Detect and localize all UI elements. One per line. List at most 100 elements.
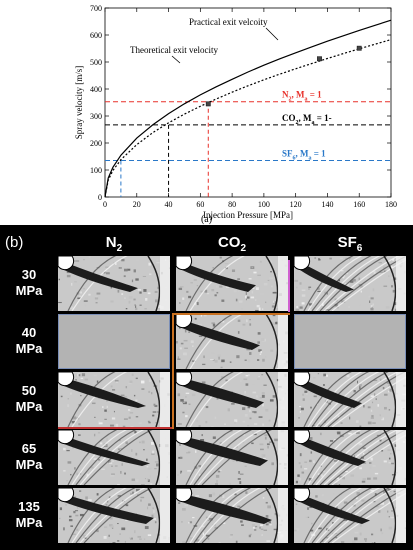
y-axis-label: Spray velocity [m/s] xyxy=(74,66,84,140)
speckle xyxy=(238,290,240,292)
speckle xyxy=(212,267,214,269)
speckle xyxy=(220,376,224,379)
speckle xyxy=(125,386,128,389)
speckle xyxy=(76,506,79,509)
speckle xyxy=(214,294,217,297)
speckle xyxy=(233,289,237,293)
speckle xyxy=(251,267,253,269)
column-header-co2: CO2 xyxy=(217,234,247,254)
speckle xyxy=(136,258,140,261)
shock-wave xyxy=(323,372,399,427)
speckle xyxy=(263,283,268,286)
speckle xyxy=(219,256,222,259)
speckle xyxy=(387,267,389,270)
speckle xyxy=(271,322,276,325)
speckle xyxy=(320,474,324,477)
speckle xyxy=(319,256,324,259)
shock-wave xyxy=(79,430,145,485)
speckle xyxy=(125,519,130,521)
speckle xyxy=(237,278,241,281)
speckle xyxy=(386,382,391,384)
speckle xyxy=(128,409,131,411)
speckle xyxy=(139,291,142,294)
speckle xyxy=(352,433,356,435)
speckle xyxy=(320,460,323,464)
speckle xyxy=(211,426,214,427)
speckle xyxy=(78,423,81,426)
row-label-40-mpa: 40 MPa xyxy=(15,325,43,356)
empty-image-cell xyxy=(294,314,406,369)
speckle xyxy=(156,259,159,262)
speckle xyxy=(140,380,145,384)
speckle xyxy=(184,504,188,507)
speckle xyxy=(363,538,368,541)
measured-point xyxy=(205,101,211,107)
shock-wave xyxy=(307,430,362,485)
speckle xyxy=(258,416,263,418)
speckle xyxy=(148,376,151,378)
speckle xyxy=(325,274,328,277)
speckle xyxy=(83,534,87,537)
speckle xyxy=(182,401,186,404)
speckle xyxy=(73,510,76,514)
speckle xyxy=(114,379,119,382)
sf6-transition-marker xyxy=(288,260,290,312)
speckle xyxy=(130,426,134,427)
speckle xyxy=(221,320,225,323)
speckle xyxy=(381,532,384,535)
speckle xyxy=(390,276,394,280)
speckle xyxy=(214,416,217,419)
row-label-135-mpa: 135 MPa xyxy=(15,499,43,530)
speckle xyxy=(271,305,276,308)
shock-wave xyxy=(303,256,354,311)
speckle xyxy=(109,462,113,464)
speckle xyxy=(211,271,213,274)
speckle xyxy=(237,505,241,508)
speckle xyxy=(373,271,376,274)
speckle xyxy=(106,399,108,402)
speckle xyxy=(235,298,238,302)
speckle xyxy=(76,528,79,531)
speckle xyxy=(304,468,308,470)
speckle xyxy=(317,540,320,543)
shock-wave xyxy=(315,488,381,543)
speckle xyxy=(80,291,82,294)
speckle xyxy=(151,514,154,518)
speckle xyxy=(359,304,361,307)
speckle xyxy=(60,395,63,398)
speckle xyxy=(154,461,159,463)
speckle xyxy=(221,359,225,363)
speckle xyxy=(183,339,188,342)
speckle xyxy=(155,299,159,303)
speckle xyxy=(348,432,352,435)
speckle xyxy=(112,389,116,391)
speckle xyxy=(388,457,391,460)
sound-speed-label: N2, Ma = 1 xyxy=(282,90,322,103)
speckle xyxy=(390,453,392,455)
speckle xyxy=(361,499,365,502)
speckle xyxy=(202,363,206,366)
shock-wave xyxy=(323,488,397,543)
speckle xyxy=(255,375,260,378)
speckle xyxy=(149,273,152,276)
speckle xyxy=(178,326,181,329)
speckle xyxy=(140,484,145,485)
speckle xyxy=(370,297,374,300)
speckle xyxy=(195,450,197,453)
speckle xyxy=(365,277,370,280)
speckle xyxy=(207,519,210,522)
speckle xyxy=(346,374,350,378)
speckle xyxy=(326,292,328,295)
speckle xyxy=(270,349,274,352)
schlieren-image xyxy=(294,430,406,485)
speckle xyxy=(342,277,345,279)
speckle xyxy=(151,453,155,455)
speckle xyxy=(274,438,278,442)
speckle xyxy=(354,537,358,541)
speckle xyxy=(147,467,152,470)
theoretical-velocity-curve xyxy=(104,19,392,198)
speckle xyxy=(123,275,126,278)
spray-plume xyxy=(300,262,354,292)
speckle xyxy=(322,303,324,307)
speckle xyxy=(147,479,150,482)
